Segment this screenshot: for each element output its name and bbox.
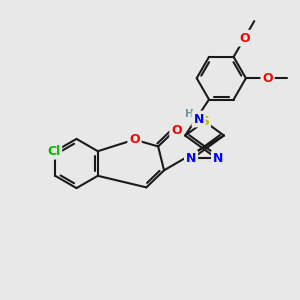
Text: S: S xyxy=(200,115,209,128)
Text: N: N xyxy=(213,152,223,165)
Text: O: O xyxy=(239,32,250,45)
Text: O: O xyxy=(262,72,273,85)
Text: H: H xyxy=(185,109,194,119)
Text: N: N xyxy=(194,112,204,125)
Text: O: O xyxy=(129,133,140,146)
Text: N: N xyxy=(186,152,196,165)
Text: O: O xyxy=(171,124,182,137)
Text: Cl: Cl xyxy=(47,145,60,158)
